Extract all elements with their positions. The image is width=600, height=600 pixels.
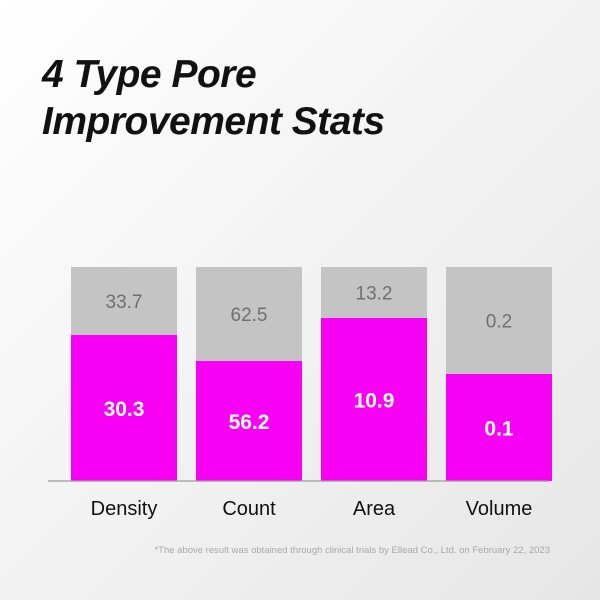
category-label-area: Area: [353, 498, 396, 520]
chart-title-line-2: Improvement Stats: [42, 99, 385, 143]
bar-after-count: [196, 361, 302, 481]
label-after-volume: 0.1: [484, 418, 514, 441]
bar-after-density: [71, 335, 177, 481]
label-before-volume: 0.2: [486, 312, 512, 333]
chart-title-line-1: 4 Type Pore: [42, 53, 257, 96]
footnote: *The above result was obtained through c…: [154, 545, 550, 556]
bar-after-volume: [446, 374, 552, 481]
label-before-area: 13.2: [356, 284, 393, 305]
label-before-density: 33.7: [106, 292, 143, 313]
label-after-count: 56.2: [229, 411, 270, 434]
chart-title: 4 Type Pore Improvement Stats: [42, 52, 385, 146]
category-label-volume: Volume: [466, 498, 533, 520]
category-label-density: Density: [91, 498, 158, 520]
label-after-area: 10.9: [354, 390, 395, 413]
label-after-density: 30.3: [104, 398, 145, 421]
bar-after-area: [321, 318, 427, 481]
label-before-count: 62.5: [231, 305, 268, 326]
category-label-count: Count: [222, 498, 276, 520]
